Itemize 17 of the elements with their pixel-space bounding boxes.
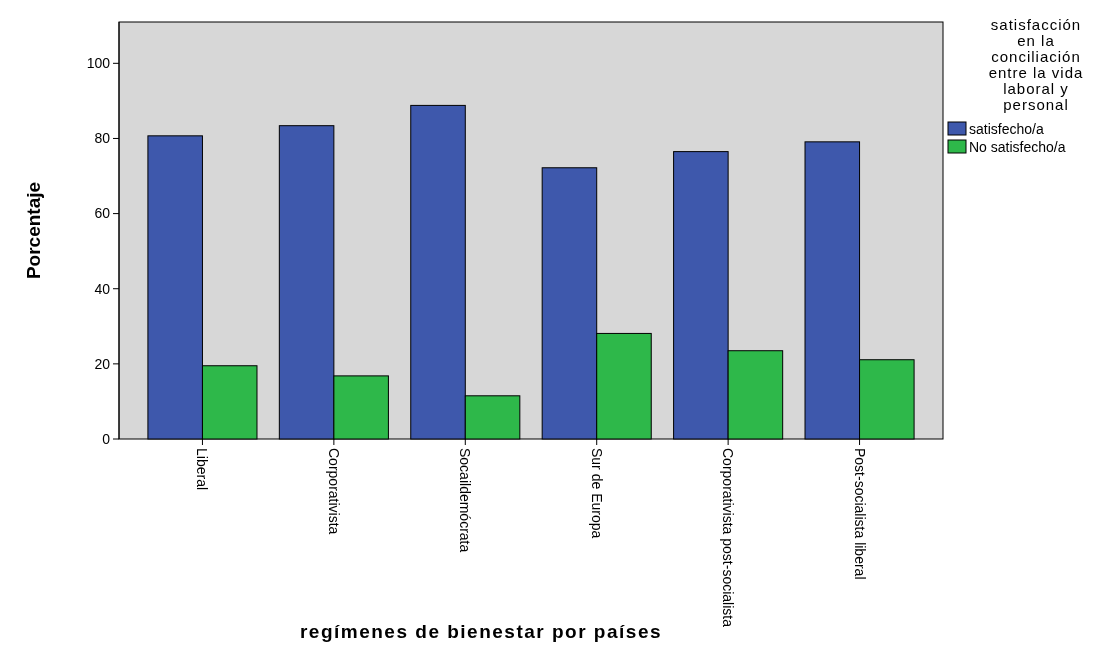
x-tick-label: Sur de Europa	[588, 448, 605, 539]
x-axis-title: regímenes de bienestar por países	[299, 621, 663, 642]
y-tick-label: 60	[94, 205, 111, 222]
x-tick-label: Liberal	[194, 448, 211, 491]
x-tick-label: Post-socialista liberal	[851, 448, 868, 580]
legend-title: satisfacción en la conciliación entre la vida laboral y personal	[988, 16, 1084, 113]
y-tick-label: 40	[94, 280, 111, 297]
x-tick-label: Corporativista	[325, 448, 342, 535]
y-tick-label: 100	[86, 55, 111, 72]
legend-label: No satisfecho/a	[969, 139, 1066, 155]
x-tick-label: Socaildemócrata	[457, 448, 474, 553]
legend-label: satisfecho/a	[969, 121, 1044, 137]
y-axis-title: Porcentaje	[23, 181, 44, 280]
y-tick-label: 0	[102, 430, 111, 447]
y-tick-label: 20	[94, 355, 111, 372]
x-tick-label: Corporativista post-socialista	[720, 448, 737, 628]
y-tick-label: 80	[94, 130, 111, 147]
